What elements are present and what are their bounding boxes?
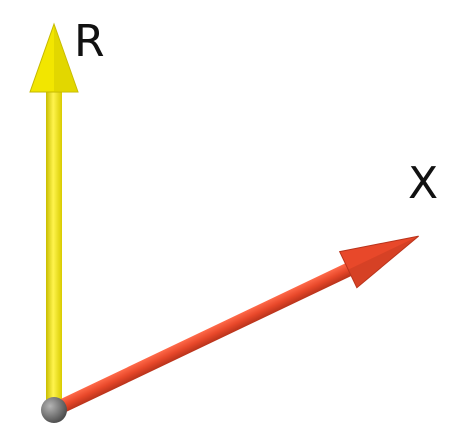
r-axis-shaft — [46, 82, 62, 410]
r-axis-label: R — [74, 16, 105, 67]
origin-sphere — [41, 397, 67, 423]
r-axis-arrow — [29, 22, 79, 410]
x-axis-shaft — [52, 258, 365, 415]
x-axis-label: X — [408, 158, 438, 209]
x-axis-arrowhead — [338, 235, 419, 289]
x-axis-arrow — [52, 235, 419, 415]
